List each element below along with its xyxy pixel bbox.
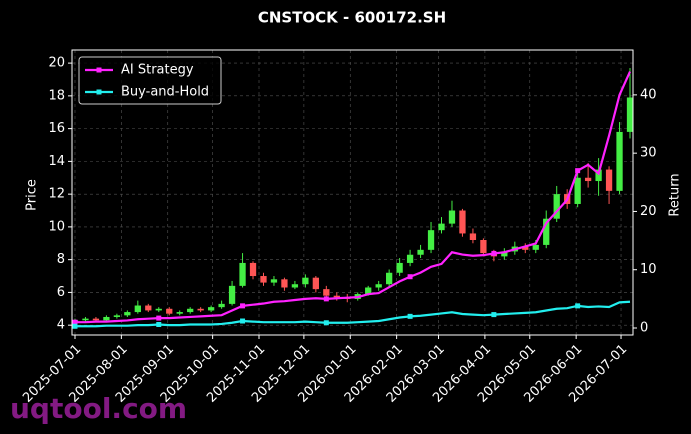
candle-body [406,254,414,263]
y-tick-label: 4 [57,318,65,333]
candle-body [365,287,372,295]
candle-body [522,246,529,250]
candle-body [124,312,131,316]
y-tick-label: 20 [48,56,65,71]
y2-tick-label: 20 [640,204,657,219]
candle-body [302,277,309,285]
line-marker [323,296,329,302]
candle-body [595,169,602,182]
candle-body [92,318,100,321]
y-tick-label: 8 [57,252,65,267]
y-tick-label: 6 [57,285,65,300]
y-tick-label: 16 [48,121,65,136]
candle-body [480,240,487,254]
y-axis-label: Price [25,179,40,211]
candle-body [113,315,121,317]
candle-body [207,307,215,311]
line-marker [575,168,581,174]
candle-body [260,276,267,283]
line-marker [240,303,246,309]
y2-tick-label: 0 [640,321,648,336]
candle-body [616,131,623,191]
candle-body [291,284,299,288]
y2-axis-label: Return [668,173,683,216]
candle-body [166,308,173,314]
candle-body [574,177,581,204]
line-marker [323,320,329,326]
candle-body [386,272,393,285]
return-line [74,300,631,328]
candle-body [626,97,634,132]
candle-body [312,277,319,290]
candle-body [438,223,445,231]
return-line [74,71,632,324]
candle-body [155,308,162,311]
candle-body [187,308,194,313]
candle-body [145,305,152,311]
candle-body [82,318,89,321]
candle-body [427,230,435,250]
legend-box [78,56,222,105]
legend-label: AI Strategy [121,63,194,78]
candle-body [543,218,550,245]
y-tick-label: 10 [48,219,65,234]
candle-body [532,244,539,250]
candle-body [218,303,225,308]
candle-body [375,284,382,288]
line-marker [156,315,162,321]
line-marker [72,319,78,325]
candle-body [584,177,592,182]
candle-body [134,305,141,313]
candle-body [501,251,508,257]
candle-body [323,289,330,296]
candle-body [605,169,613,191]
line-marker [491,250,497,256]
y2-tick-label: 30 [640,146,657,161]
candle-body [281,279,288,288]
legend: AI Strategy Buy-and-Hold [78,56,222,105]
candle-body [417,249,424,255]
candle-body [176,312,183,314]
plot-frame [71,49,634,336]
candle-body [103,316,110,321]
candle-body [270,279,278,283]
candle-body [553,194,560,219]
line-marker [407,313,413,319]
candle-body [228,285,236,304]
candle-body [396,262,403,273]
watermark: uqtool.com [10,392,187,425]
y-tick-label: 18 [48,88,65,103]
line-marker [575,303,581,309]
y2-tick-label: 40 [640,87,657,102]
chart-title: CNSTOCK - 600172.SH [258,9,446,27]
candle-body [333,295,340,298]
candle-body [197,308,204,311]
line-marker [72,323,78,329]
y2-tick-label: 10 [640,262,657,277]
candle-body [239,262,246,286]
candle-body [249,262,257,277]
line-marker [491,312,497,318]
legend-label: Buy-and-Hold [121,85,209,100]
line-marker [240,318,246,324]
line-marker [156,322,162,328]
candle-body [459,210,466,234]
candle-body [469,233,477,240]
candle-body [448,210,456,224]
line-marker [407,274,413,280]
y-tick-label: 14 [48,154,65,169]
legend-marker [96,89,102,95]
legend-marker [96,67,102,73]
y-tick-label: 12 [48,187,65,202]
